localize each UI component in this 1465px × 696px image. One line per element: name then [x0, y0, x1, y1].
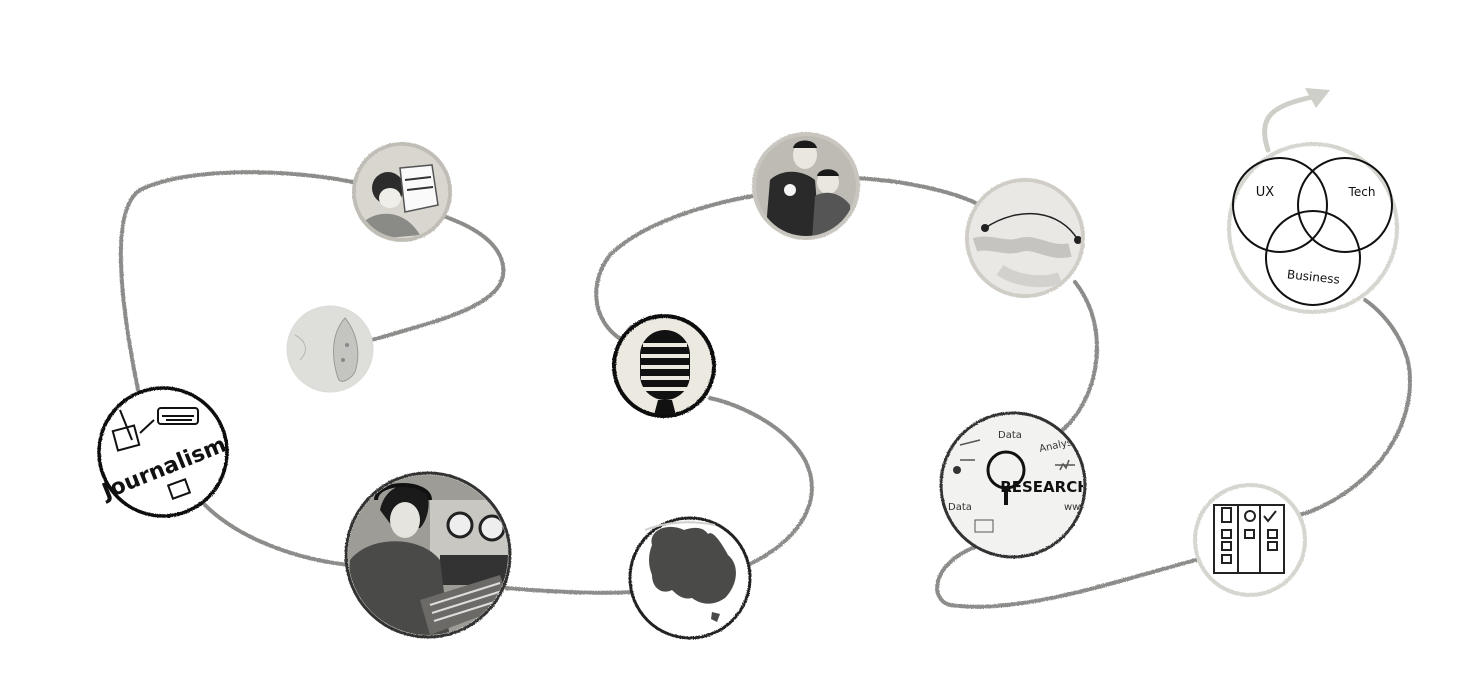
- kids-photo: [756, 136, 856, 236]
- world-flight-map-icon: [969, 182, 1081, 294]
- exit-arrow: [1262, 93, 1319, 153]
- research-word-www: www: [1064, 502, 1089, 513]
- journey-path: [118, 170, 1413, 609]
- australia-map-icon: [644, 521, 736, 622]
- venn-diagram-icon: [1232, 157, 1393, 306]
- node-childhood-reading[interactable]: [352, 142, 452, 242]
- node-research[interactable]: RESEARCH Data Analysis Data www: [939, 411, 1090, 559]
- venn-label-business: Business: [1286, 267, 1340, 286]
- microphone-icon: [640, 330, 690, 415]
- node-kids-photo[interactable]: [752, 132, 860, 240]
- node-australia-map[interactable]: [628, 516, 752, 640]
- node-radio-studio[interactable]: [344, 471, 512, 640]
- node-journalism[interactable]: Journalism: [97, 386, 230, 518]
- research-label: RESEARCH: [1000, 478, 1090, 496]
- node-venn[interactable]: UX Tech Business: [1227, 142, 1399, 314]
- checklist-icon: [1213, 504, 1285, 574]
- venn-label-ux: UX: [1256, 185, 1275, 200]
- arrow-head: [1305, 88, 1330, 108]
- venn-label-tech: Tech: [1348, 185, 1376, 199]
- journalism-sketch-icon: [111, 407, 199, 500]
- taiwan-map-icon: [288, 307, 372, 391]
- radio-studio-photo: [348, 475, 508, 635]
- research-word-data-top: Data: [998, 430, 1022, 441]
- node-checklist[interactable]: [1193, 483, 1307, 597]
- research-word-data-bottom: Data: [948, 502, 972, 513]
- child-reading-photo: [356, 146, 448, 238]
- node-taiwan-map[interactable]: [286, 305, 374, 393]
- node-world-map[interactable]: [965, 178, 1085, 298]
- node-microphone[interactable]: [612, 314, 716, 418]
